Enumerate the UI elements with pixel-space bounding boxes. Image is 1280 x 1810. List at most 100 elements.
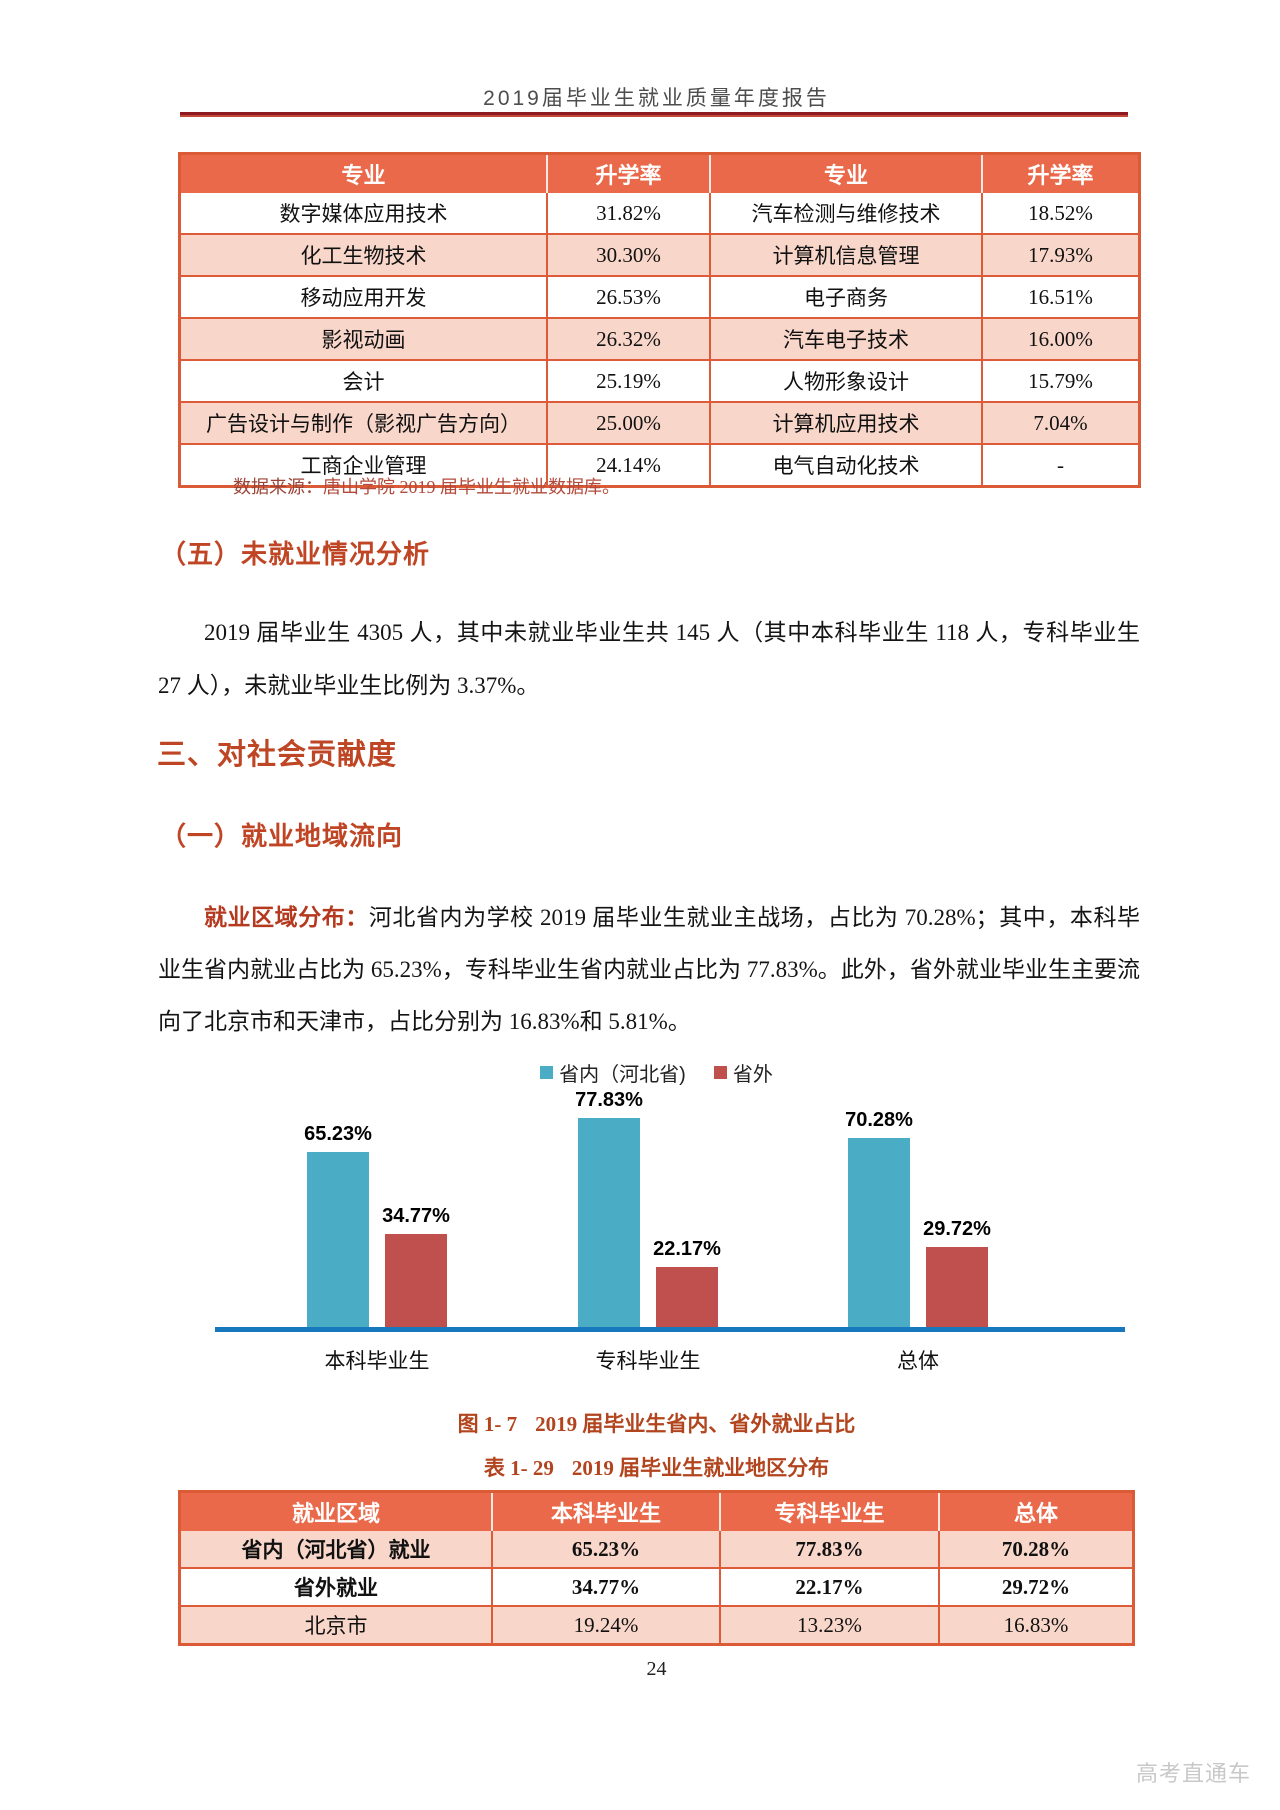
table-cell: 人物形象设计 <box>711 361 983 403</box>
table-cell: 15.79% <box>983 361 1138 403</box>
column-header: 升学率 <box>983 155 1138 193</box>
table-cell: 17.93% <box>983 235 1138 277</box>
table-cell: 34.77% <box>493 1569 721 1607</box>
table-header-row: 就业区域 本科毕业生 专科毕业生 总体 <box>181 1493 1132 1531</box>
bar-value-label: 29.72% <box>923 1218 991 1240</box>
table-row: 工商企业管理 24.14% 电气自动化技术 - <box>181 445 1138 485</box>
table-row: 化工生物技术 30.30% 计算机信息管理 17.93% <box>181 235 1138 277</box>
table-caption-number: 表 1- 29 <box>483 1456 554 1480</box>
table-cell: 31.82% <box>548 193 711 235</box>
chart-plot-area: 65.23% 34.77% 本科毕业生 77.83% 22.17% 专科毕业生 70.28%… <box>178 1058 1135 1378</box>
column-header: 总体 <box>940 1493 1132 1531</box>
table-row: 广告设计与制作（影视广告方向） 25.00% 计算机应用技术 7.04% <box>181 403 1138 445</box>
table-row: 影视动画 26.32% 汽车电子技术 16.00% <box>181 319 1138 361</box>
table-cell: 电子商务 <box>711 277 983 319</box>
bar-column: 22.17% <box>653 1238 721 1327</box>
progression-rate-table: 专业 升学率 专业 升学率 数字媒体应用技术 31.82% 汽车检测与维修技术 18.52%… <box>178 152 1141 488</box>
bar-out-of-province <box>385 1234 447 1327</box>
table-row: 会计 25.19% 人物形象设计 15.79% <box>181 361 1138 403</box>
bar-value-label: 65.23% <box>304 1123 372 1145</box>
table-cell: 影视动画 <box>181 319 548 361</box>
table-cell: 会计 <box>181 361 548 403</box>
column-header: 专科毕业生 <box>721 1493 940 1531</box>
category-label: 本科毕业生 <box>324 1350 430 1373</box>
table-cell: 汽车检测与维修技术 <box>711 193 983 235</box>
table-cell: 18.52% <box>983 193 1138 235</box>
bar-in-province <box>307 1152 369 1327</box>
table-cell: 化工生物技术 <box>181 235 548 277</box>
heading-unemployment-analysis: （五）未就业情况分析 <box>160 539 431 569</box>
heading-employment-region-flow: （一）就业地域流向 <box>160 821 404 851</box>
table-cell: 16.83% <box>940 1607 1132 1643</box>
column-header: 专业 <box>711 155 983 193</box>
table-header-row: 专业 升学率 专业 升学率 <box>181 155 1138 193</box>
header-rule-dark-line <box>180 112 1128 115</box>
bar-column: 65.23% <box>304 1123 372 1327</box>
table-row: 数字媒体应用技术 31.82% 汽车检测与维修技术 18.52% <box>181 193 1138 235</box>
category-label: 专科毕业生 <box>595 1350 701 1373</box>
figure-caption-number: 图 1- 7 <box>457 1412 518 1436</box>
bar-value-label: 70.28% <box>845 1109 913 1131</box>
table-cell: 13.23% <box>721 1607 940 1643</box>
table-cell: 计算机信息管理 <box>711 235 983 277</box>
legend-item: 省内（河北省) <box>540 1058 686 1087</box>
bar-column: 70.28% <box>845 1109 913 1327</box>
table-row: 移动应用开发 26.53% 电子商务 16.51% <box>181 277 1138 319</box>
table-cell: 77.83% <box>721 1531 940 1569</box>
bar-value-label: 34.77% <box>382 1205 450 1227</box>
table-cell: 26.32% <box>548 319 711 361</box>
bar-value-label: 22.17% <box>653 1238 721 1260</box>
column-header: 就业区域 <box>181 1493 493 1531</box>
table-cell: 22.17% <box>721 1569 940 1607</box>
paragraph-body-text: 河北省内为学校 2019 届毕业生就业主战场，占比为 70.28%；其中，本科毕… <box>158 905 1140 1034</box>
column-header: 专业 <box>181 155 548 193</box>
table-cell: 19.24% <box>493 1607 721 1643</box>
header-rule <box>180 112 1128 117</box>
legend-swatch-icon <box>540 1066 554 1079</box>
table-cell: 29.72% <box>940 1569 1132 1607</box>
table-cell: 25.00% <box>548 403 711 445</box>
table-caption-text: 2019 届毕业生就业地区分布 <box>571 1456 830 1480</box>
table-cell: 7.04% <box>983 403 1138 445</box>
header-rule-light-line <box>180 115 1128 117</box>
paragraph-lead-in: 就业区域分布： <box>204 905 369 930</box>
table-cell: 65.23% <box>493 1531 721 1569</box>
document-header-title: 2019届毕业生就业质量年度报告 <box>483 87 830 110</box>
bar-value-label: 77.83% <box>575 1089 643 1111</box>
bar-column: 77.83% <box>575 1089 643 1327</box>
bar-out-of-province <box>656 1267 718 1327</box>
paragraph-region-distribution: 就业区域分布：河北省内为学校 2019 届毕业生就业主战场，占比为 70.28%… <box>158 892 1140 1048</box>
bar-out-of-province <box>926 1247 988 1327</box>
figure-caption-text: 2019 届毕业生省内、省外就业占比 <box>535 1412 856 1436</box>
table-row: 省内（河北省）就业 65.23% 77.83% 70.28% <box>181 1531 1132 1569</box>
table-cell: 计算机应用技术 <box>711 403 983 445</box>
table-cell: 数字媒体应用技术 <box>181 193 548 235</box>
table-cell: 电气自动化技术 <box>711 445 983 485</box>
table-cell: 16.00% <box>983 319 1138 361</box>
bar-column: 29.72% <box>923 1218 991 1327</box>
legend-item: 省外 <box>713 1058 773 1087</box>
table-cell: 16.51% <box>983 277 1138 319</box>
table-row: 北京市 19.24% 13.23% 16.83% <box>181 1607 1132 1643</box>
legend-label: 省外 <box>732 1064 773 1086</box>
bar-in-province <box>578 1118 640 1327</box>
heading-social-contribution: 三、对社会贡献度 <box>157 739 398 771</box>
table-cell: 70.28% <box>940 1531 1132 1569</box>
bar-chart-province-employment: 省内（河北省) 省外 65.23% 34.77% 本科毕业生 77.83% 22.17% 专… <box>178 1058 1135 1378</box>
table-cell: 省内（河北省）就业 <box>181 1531 493 1569</box>
region-distribution-table: 就业区域 本科毕业生 专科毕业生 总体 省内（河北省）就业 65.23% 77.83% 70… <box>178 1490 1135 1646</box>
column-header: 升学率 <box>548 155 711 193</box>
chart-x-axis-line <box>215 1327 1125 1332</box>
table-cell: 24.14% <box>548 445 711 485</box>
table-cell: 26.53% <box>548 277 711 319</box>
data-source-note: 数据来源：唐山学院 2019 届毕业生就业数据库。 <box>233 473 620 499</box>
table-cell: 汽车电子技术 <box>711 319 983 361</box>
source-note-label: 数据来源： <box>233 477 323 497</box>
figure-caption: 图 1- 7 2019 届毕业生省内、省外就业占比 <box>178 1408 1135 1438</box>
bar-column: 34.77% <box>382 1205 450 1327</box>
chart-legend: 省内（河北省) 省外 <box>178 1058 1135 1087</box>
table-cell: 移动应用开发 <box>181 277 548 319</box>
table-caption: 表 1- 29 2019 届毕业生就业地区分布 <box>178 1452 1135 1482</box>
legend-label: 省内（河北省) <box>559 1064 686 1086</box>
